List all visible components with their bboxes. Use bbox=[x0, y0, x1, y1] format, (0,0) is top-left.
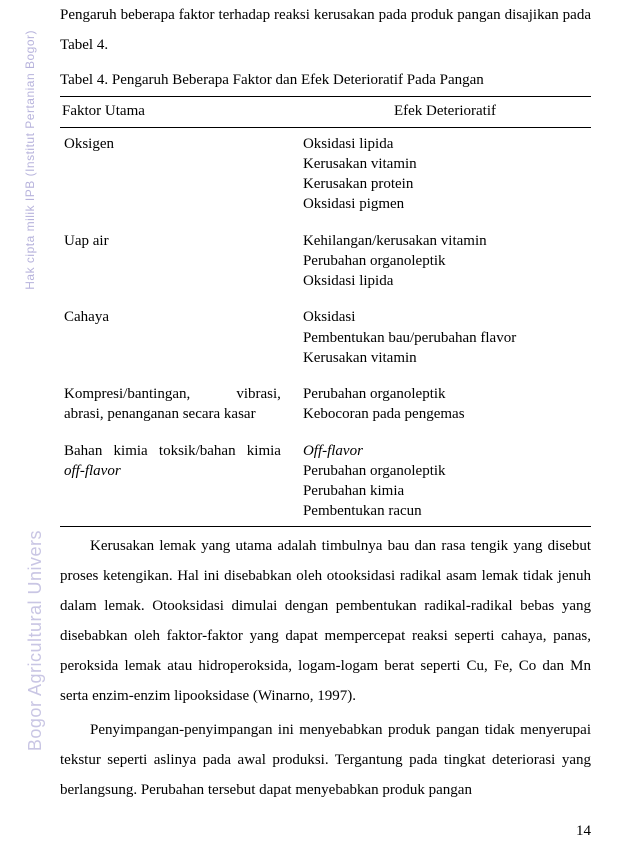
col-header-effect: Efek Deterioratif bbox=[299, 96, 591, 127]
effect-line: Kebocoran pada pengemas bbox=[303, 406, 465, 422]
intro-paragraph: Pengaruh beberapa faktor terhadap reaksi… bbox=[60, 0, 591, 60]
effect-cell: Oksidasi lipida Kerusakan vitamin Kerusa… bbox=[299, 127, 591, 225]
effect-line: Off-flavor bbox=[303, 443, 363, 459]
body-paragraph: Kerusakan lemak yang utama adalah timbul… bbox=[60, 531, 591, 711]
effect-line: Oksidasi pigmen bbox=[303, 196, 404, 212]
effect-cell: Kehilangan/kerusakan vitamin Perubahan o… bbox=[299, 225, 591, 302]
factor-cell: Cahaya bbox=[60, 301, 299, 378]
effect-line: Pembentukan bau/perubahan flavor bbox=[303, 330, 516, 346]
effect-line: Perubahan organoleptik bbox=[303, 253, 446, 269]
watermark-institution: Bogor Agricultural Univers bbox=[22, 530, 48, 751]
page-number: 14 bbox=[576, 821, 591, 843]
table-row: Kompresi/bantingan, vibrasi, abrasi, pen… bbox=[60, 378, 591, 435]
body-paragraph: Penyimpangan-penyimpangan ini menyebabka… bbox=[60, 715, 591, 805]
effect-cell: Off-flavor Perubahan organoleptik Peruba… bbox=[299, 435, 591, 527]
effect-line: Pembentukan racun bbox=[303, 503, 422, 519]
effect-line: Kerusakan vitamin bbox=[303, 156, 417, 172]
factor-cell: Uap air bbox=[60, 225, 299, 302]
table-row: Uap air Kehilangan/kerusakan vitamin Per… bbox=[60, 225, 591, 302]
watermark-copyright: Hak cipta milik IPB (Institut Pertanian … bbox=[22, 30, 39, 290]
effect-cell: Perubahan organoleptik Kebocoran pada pe… bbox=[299, 378, 591, 435]
factor-cell: Bahan kimia toksik/bahan kimia off-flavo… bbox=[60, 435, 299, 527]
effect-line: Oksidasi lipida bbox=[303, 136, 393, 152]
factor-prefix: Bahan kimia toksik/bahan kimia bbox=[64, 443, 281, 459]
effect-line: Perubahan organoleptik bbox=[303, 386, 446, 402]
table-body: Oksigen Oksidasi lipida Kerusakan vitami… bbox=[60, 127, 591, 526]
effect-line: Oksidasi lipida bbox=[303, 273, 393, 289]
effect-line: Oksidasi bbox=[303, 309, 356, 325]
table-row: Oksigen Oksidasi lipida Kerusakan vitami… bbox=[60, 127, 591, 225]
table-caption: Tabel 4. Pengaruh Beberapa Faktor dan Ef… bbox=[60, 70, 591, 92]
factor-suffix: off-flavor bbox=[64, 463, 121, 479]
effect-line: Perubahan kimia bbox=[303, 483, 404, 499]
effect-line: Kehilangan/kerusakan vitamin bbox=[303, 233, 487, 249]
effect-line: Perubahan organoleptik bbox=[303, 463, 446, 479]
effect-cell: Oksidasi Pembentukan bau/perubahan flavo… bbox=[299, 301, 591, 378]
deterioration-table: Faktor Utama Efek Deterioratif Oksigen O… bbox=[60, 96, 591, 527]
effect-line: Kerusakan vitamin bbox=[303, 350, 417, 366]
table-header-row: Faktor Utama Efek Deterioratif bbox=[60, 96, 591, 127]
effect-line: Kerusakan protein bbox=[303, 176, 413, 192]
table-row: Bahan kimia toksik/bahan kimia off-flavo… bbox=[60, 435, 591, 527]
factor-cell: Kompresi/bantingan, vibrasi, abrasi, pen… bbox=[60, 378, 299, 435]
table-row: Cahaya Oksidasi Pembentukan bau/perubaha… bbox=[60, 301, 591, 378]
col-header-factor: Faktor Utama bbox=[60, 96, 299, 127]
factor-cell: Oksigen bbox=[60, 127, 299, 225]
